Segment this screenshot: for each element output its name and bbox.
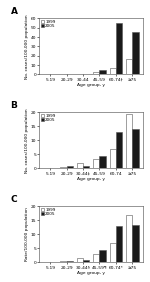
Bar [116, 226, 122, 263]
Bar [83, 260, 89, 263]
Bar [126, 215, 132, 263]
Bar [60, 261, 67, 263]
Bar [116, 132, 122, 168]
Bar [132, 32, 139, 74]
Bar [50, 262, 56, 263]
Y-axis label: Rate/100,000 population: Rate/100,000 population [25, 208, 29, 261]
Bar [126, 59, 132, 74]
X-axis label: Age group, y: Age group, y [77, 83, 105, 87]
Bar [77, 163, 83, 168]
Bar [99, 156, 106, 168]
Bar [132, 225, 139, 263]
Bar [110, 243, 116, 263]
Bar [110, 68, 116, 74]
Bar [99, 250, 106, 263]
Y-axis label: No. cases/100,000 population: No. cases/100,000 population [25, 14, 29, 79]
Bar [126, 114, 132, 168]
Bar [67, 261, 73, 263]
Legend: 1999, 2005: 1999, 2005 [40, 113, 56, 123]
Bar [116, 23, 122, 74]
Bar [83, 166, 89, 168]
Bar [77, 258, 83, 263]
Y-axis label: No. cases/100,000 population: No. cases/100,000 population [25, 108, 29, 173]
Text: C: C [11, 195, 17, 204]
Bar [60, 167, 67, 168]
Bar [67, 166, 73, 168]
Legend: 1999, 2005: 1999, 2005 [40, 19, 56, 29]
Text: B: B [11, 101, 17, 110]
Legend: 1999, 2005: 1999, 2005 [40, 207, 56, 217]
Bar [110, 149, 116, 168]
X-axis label: Age group, y: Age group, y [77, 271, 105, 275]
Text: A: A [11, 7, 18, 16]
Bar [132, 129, 139, 168]
Bar [93, 159, 99, 168]
Bar [99, 70, 106, 74]
Bar [93, 254, 99, 263]
Bar [93, 72, 99, 74]
X-axis label: Age group, y: Age group, y [77, 177, 105, 181]
